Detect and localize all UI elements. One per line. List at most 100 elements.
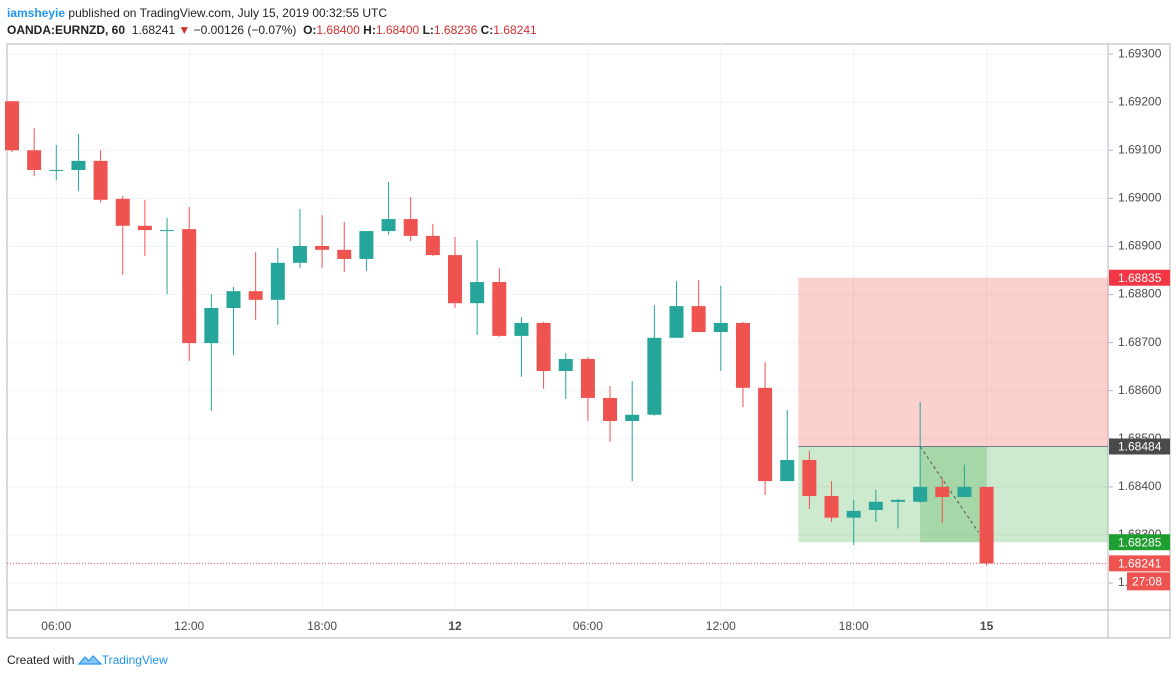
candle-body [935, 486, 950, 497]
candle-body [160, 230, 175, 232]
candle-body [979, 486, 994, 564]
candle-body [359, 231, 374, 259]
candle-body [824, 496, 839, 518]
x-tick-label: 06:00 [573, 619, 603, 633]
countdown: 27:08 [1132, 575, 1162, 589]
candle-body [27, 150, 42, 170]
candle-body [71, 160, 86, 170]
o-label: O: [303, 23, 317, 37]
candle-body [669, 306, 684, 338]
stop-zone [798, 277, 1108, 447]
arrow: ▼ [178, 23, 191, 37]
candle-body [93, 160, 108, 200]
c: 1.68241 [493, 23, 537, 37]
stop-label: 1.68835 [1118, 271, 1162, 285]
candle-body [292, 245, 307, 263]
target-zone [798, 446, 1108, 543]
candle-body [647, 337, 662, 415]
candle-body [780, 459, 795, 482]
h: 1.68400 [375, 23, 420, 37]
x-tick-label: 12:00 [706, 619, 736, 633]
candle-body [691, 306, 706, 333]
candle-body [182, 229, 197, 344]
candle-body [315, 245, 330, 250]
candle-body [913, 486, 928, 502]
candle-body [536, 322, 551, 372]
x-tick-label: 18:00 [839, 619, 869, 633]
trade-path [919, 446, 979, 533]
last: 1.68241 [131, 23, 176, 37]
y-tick-label: 1.68900 [1118, 239, 1162, 253]
candle-body [448, 255, 462, 304]
y-tick-label: 1.69300 [1118, 46, 1162, 60]
entry-label-bg [1109, 438, 1170, 455]
entry-label: 1.68484 [1118, 440, 1162, 454]
candle-body [514, 322, 529, 336]
candle-body [403, 219, 418, 236]
candle-body [802, 459, 817, 497]
footer: Created with TradingView [7, 650, 168, 667]
candle-body [5, 101, 19, 151]
y-tick-label: 1.68700 [1118, 335, 1162, 349]
candle-body [381, 219, 396, 232]
candle-body [846, 510, 861, 518]
y-tick-label: 1.69100 [1118, 142, 1162, 156]
x-tick-label: 06:00 [41, 619, 71, 633]
y-tick-label: 1.68600 [1118, 383, 1162, 397]
c-label: C: [480, 23, 494, 37]
x-tick-label: 15 [980, 619, 994, 633]
l-label: L: [422, 23, 434, 37]
l: 1.68236 [433, 23, 478, 37]
last-price-label-bg [1109, 555, 1170, 572]
y-tick-label: 1.69000 [1118, 191, 1162, 205]
candle-body [248, 291, 263, 300]
candle-body [758, 387, 773, 482]
x-tick-label: 12 [448, 619, 462, 633]
candle-body [115, 198, 130, 226]
author[interactable]: iamsheyie [7, 6, 66, 20]
h-label: H: [363, 23, 376, 37]
candle-body [625, 414, 640, 422]
candle-body [270, 262, 285, 300]
header: iamsheyie published on TradingView.com, … [7, 5, 537, 39]
brand[interactable]: TradingView [101, 653, 168, 667]
candle-body [713, 322, 728, 333]
o: 1.68400 [316, 23, 360, 37]
stop-label-bg [1109, 269, 1170, 286]
candle-body [492, 282, 507, 336]
candle-body [735, 322, 750, 388]
countdown-bg [1127, 572, 1170, 591]
x-tick-label: 18:00 [307, 619, 337, 633]
logo [77, 655, 103, 665]
target-label: 1.68285 [1118, 535, 1162, 549]
last-price-label: 1.68241 [1118, 557, 1162, 571]
target-zone-active [920, 446, 987, 543]
candle-body [558, 358, 573, 372]
y-tick-label: 1.68400 [1118, 479, 1162, 493]
header-line: iamsheyie published on TradingView.com, … [7, 5, 537, 22]
x-tick-label: 12:00 [174, 619, 204, 633]
candle-body [49, 169, 64, 171]
candle-body [470, 282, 485, 304]
candle-body [603, 397, 618, 422]
target-label-bg [1109, 534, 1170, 551]
frame [6, 43, 1171, 639]
candle-body [226, 291, 241, 309]
chart: 1.682001.683001.684001.685001.686001.687… [5, 43, 1171, 639]
created: Created with [7, 653, 75, 667]
candle-body [580, 358, 595, 398]
candle-body [868, 501, 883, 510]
candle-body [425, 235, 440, 256]
candle-body [891, 499, 905, 502]
y-tick-label: 1.69200 [1118, 94, 1162, 108]
y-tick-label: 1.68800 [1118, 287, 1162, 301]
symbol: OANDA:EURNZD, 60 [7, 23, 126, 37]
header-line: OANDA:EURNZD, 60 1.68241 ▼ −0.00126 (−0.… [7, 22, 537, 39]
published: published on TradingView.com, July 15, 2… [68, 6, 388, 20]
candle-body [957, 486, 972, 497]
candle-body [137, 225, 152, 231]
candle-body [337, 249, 352, 259]
change: −0.00126 (−0.07%) [193, 23, 297, 37]
candle-body [204, 308, 219, 344]
